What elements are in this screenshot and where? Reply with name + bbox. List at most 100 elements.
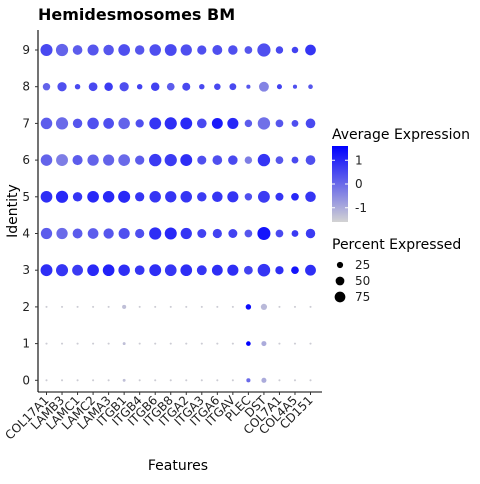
dot-ITGAV-7 xyxy=(227,118,238,129)
dot-ITGA3-3 xyxy=(197,265,207,275)
dot-ITGA6-3 xyxy=(212,265,223,276)
dot-COL4A5-2 xyxy=(294,306,296,308)
dot-ITGA2-8 xyxy=(182,83,190,91)
dot-COL7A1-6 xyxy=(276,156,284,164)
dot-LAMC2-4 xyxy=(88,228,99,239)
dot-ITGB8-0 xyxy=(170,379,172,381)
dot-ITGB4-1 xyxy=(139,343,141,345)
dot-LAMA3-4 xyxy=(103,228,113,238)
dot-ITGAV-3 xyxy=(227,265,238,276)
dot-ITGB6-3 xyxy=(149,264,161,276)
dot-ITGB1-8 xyxy=(120,82,129,91)
dot-ITGB6-4 xyxy=(149,227,161,239)
dot-DST-7 xyxy=(258,117,270,129)
dot-ITGA2-3 xyxy=(180,264,192,276)
dot-DST-2 xyxy=(261,304,267,310)
dot-PLEC-2 xyxy=(246,304,251,309)
dot-ITGAV-4 xyxy=(228,229,237,238)
dot-ITGB4-5 xyxy=(135,192,144,201)
dot-ITGB6-8 xyxy=(151,82,160,91)
size-legend-label: 50 xyxy=(355,274,370,288)
dot-LAMC1-3 xyxy=(72,265,83,276)
y-tick-label: 7 xyxy=(22,116,30,130)
color-tick-label: 1 xyxy=(355,153,363,167)
dot-DST-1 xyxy=(261,341,266,346)
dot-ITGA3-7 xyxy=(197,119,207,129)
y-tick-label: 5 xyxy=(22,190,30,204)
size-legend-dot xyxy=(335,292,346,303)
dot-LAMB3-5 xyxy=(56,191,68,203)
dot-CD151-3 xyxy=(305,265,316,276)
dot-CD151-9 xyxy=(305,45,316,56)
dot-LAMC2-7 xyxy=(87,118,99,129)
dot-COL17A1-9 xyxy=(40,44,52,56)
dot-ITGA6-9 xyxy=(212,45,222,55)
color-tick-label: 0 xyxy=(355,177,363,191)
dot-PLEC-1 xyxy=(246,341,251,346)
dot-ITGB1-3 xyxy=(118,264,129,276)
dot-LAMB3-4 xyxy=(56,228,67,239)
dot-LAMC2-0 xyxy=(92,379,94,381)
size-legend-title: Percent Expressed xyxy=(332,237,461,253)
dot-ITGA6-5 xyxy=(212,192,223,203)
dot-CD151-7 xyxy=(306,119,316,129)
dot-ITGA2-0 xyxy=(185,379,187,381)
dot-ITGA3-1 xyxy=(201,343,203,345)
dot-ITGB8-4 xyxy=(165,227,177,239)
y-axis-label: Identity xyxy=(5,184,21,238)
dot-ITGB8-8 xyxy=(167,83,175,91)
dot-ITGB6-2 xyxy=(154,306,156,308)
dot-DST-3 xyxy=(258,264,271,277)
dot-COL7A1-9 xyxy=(276,46,283,53)
dot-ITGB4-2 xyxy=(139,306,141,308)
size-legend-items: 25 50 75 xyxy=(335,258,371,304)
dot-LAMB3-6 xyxy=(56,154,68,166)
dot-ITGA6-0 xyxy=(216,379,218,381)
dot-LAMB3-7 xyxy=(56,117,68,129)
dot-ITGA3-9 xyxy=(197,45,206,54)
dot-LAMC1-7 xyxy=(73,119,82,128)
dot-CD151-5 xyxy=(305,192,316,203)
dot-COL17A1-6 xyxy=(41,154,53,166)
y-tick-label: 4 xyxy=(22,227,30,241)
dot-COL7A1-1 xyxy=(278,343,280,345)
dot-LAMC1-8 xyxy=(75,84,80,89)
dot-COL7A1-8 xyxy=(277,84,282,89)
dot-ITGAV-8 xyxy=(229,83,236,90)
dot-ITGB8-2 xyxy=(170,306,172,308)
dot-ITGA3-4 xyxy=(197,229,206,238)
dot-ITGB1-9 xyxy=(118,44,130,56)
dot-ITGA2-5 xyxy=(181,191,193,203)
dot-ITGB4-7 xyxy=(136,119,144,127)
dot-LAMB3-3 xyxy=(56,264,68,276)
dot-PLEC-4 xyxy=(245,230,253,238)
dot-ITGA2-7 xyxy=(180,117,192,129)
dot-ITGA2-6 xyxy=(180,154,192,166)
dot-ITGB1-2 xyxy=(122,305,126,309)
dot-COL7A1-2 xyxy=(278,306,280,308)
color-legend-title: Average Expression xyxy=(332,127,470,143)
dot-ITGB1-6 xyxy=(118,154,130,166)
dot-ITGB6-6 xyxy=(149,154,161,166)
dot-ITGA6-1 xyxy=(216,343,218,345)
y-tick-label: 1 xyxy=(22,337,30,351)
y-tick-label: 3 xyxy=(22,263,30,277)
dot-LAMB3-8 xyxy=(57,82,66,91)
dot-COL4A5-7 xyxy=(292,120,299,127)
dot-LAMC1-1 xyxy=(77,343,79,345)
dot-LAMC2-1 xyxy=(92,343,94,345)
size-legend-dot xyxy=(336,277,345,286)
dot-LAMA3-8 xyxy=(104,82,113,91)
dot-DST-4 xyxy=(257,227,270,240)
dot-COL4A5-0 xyxy=(294,379,296,381)
y-tick-label: 6 xyxy=(22,153,30,167)
dot-PLEC-0 xyxy=(246,378,250,382)
dot-ITGA3-0 xyxy=(201,379,203,381)
dot-COL4A5-4 xyxy=(292,230,299,237)
dot-LAMB3-9 xyxy=(56,44,68,56)
dot-ITGB6-1 xyxy=(154,343,156,345)
dot-CD151-2 xyxy=(309,306,311,308)
dot-ITGB6-5 xyxy=(149,191,161,203)
